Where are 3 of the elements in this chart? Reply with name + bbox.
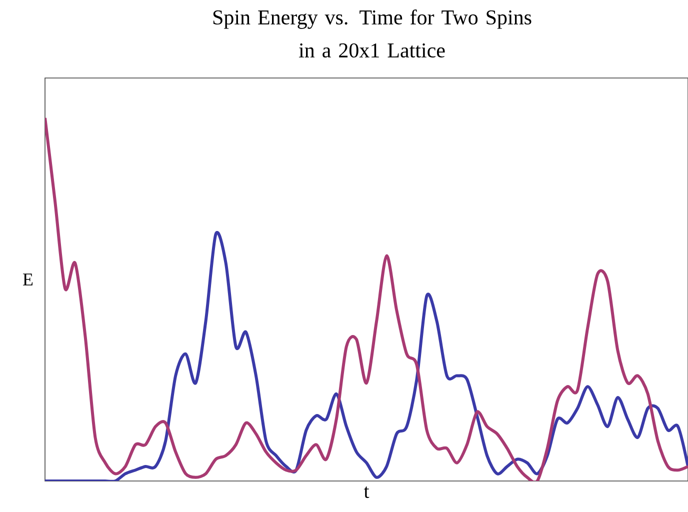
y-axis-title: E — [22, 274, 33, 286]
x-axis-title: t — [364, 486, 370, 498]
chart-title: Spin Energy vs. Time for Two Spins in a 20x1 Lattice — [213, 10, 532, 58]
